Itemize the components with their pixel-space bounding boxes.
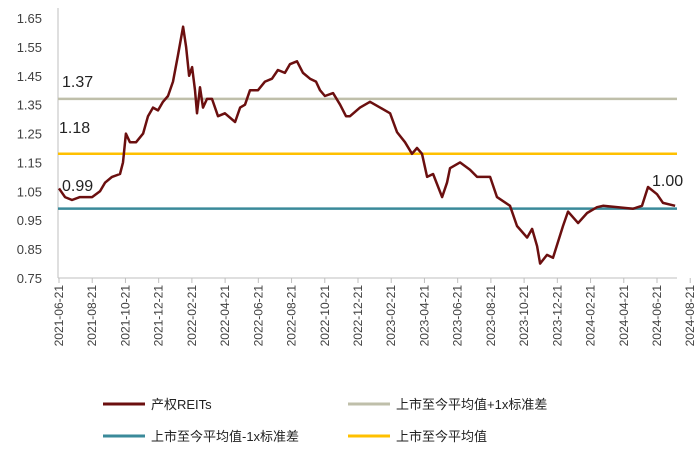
x-tick-label: 2021-12-21 (152, 285, 166, 347)
x-tick-label: 2021-06-21 (52, 285, 66, 347)
x-tick-label: 2024-04-21 (617, 285, 631, 347)
x-tick-label: 2021-08-21 (85, 285, 99, 347)
legend-label: 上市至今平均值+1x标准差 (396, 397, 547, 412)
y-tick-label: 1.45 (17, 69, 42, 84)
x-tick-label: 2024-08-21 (683, 285, 697, 347)
y-tick-label: 0.85 (17, 242, 42, 257)
x-tick-label: 2024-06-21 (650, 285, 664, 347)
x-tick-label: 2021-10-21 (118, 285, 132, 347)
legend-label: 上市至今平均值 (396, 429, 487, 444)
annotation-label: 1.37 (62, 74, 93, 91)
annotation-label: 1.18 (59, 120, 90, 137)
annotation-label: 0.99 (62, 178, 93, 195)
x-tick-label: 2024-02-21 (584, 285, 598, 347)
y-tick-label: 0.95 (17, 213, 42, 228)
x-tick-label: 2022-12-21 (351, 285, 365, 347)
y-tick-label: 1.25 (17, 127, 42, 142)
series-line-reits (57, 25, 676, 265)
y-tick-label: 1.65 (17, 11, 42, 26)
x-tick-label: 2023-10-21 (517, 285, 531, 347)
x-tick-label: 2022-06-21 (251, 285, 265, 347)
x-tick-label: 2022-04-21 (218, 285, 232, 347)
y-tick-label: 1.05 (17, 184, 42, 199)
annotation-label: 1.00 (652, 173, 683, 190)
x-tick-label: 2022-10-21 (318, 285, 332, 347)
x-tick-label: 2023-04-21 (417, 285, 431, 347)
y-tick-label: 1.15 (17, 155, 42, 170)
x-tick-label: 2023-12-21 (550, 285, 564, 347)
x-tick-label: 2023-02-21 (384, 285, 398, 347)
y-tick-label: 0.75 (17, 271, 42, 286)
x-tick-label: 2022-02-21 (185, 285, 199, 347)
x-tick-label: 2023-06-21 (451, 285, 465, 347)
x-tick-label: 2022-08-21 (285, 285, 299, 347)
x-tick-label: 2023-08-21 (484, 285, 498, 347)
y-tick-label: 1.35 (17, 98, 42, 113)
legend-label: 产权REITs (151, 397, 212, 412)
legend-label: 上市至今平均值-1x标准差 (151, 429, 299, 444)
y-tick-label: 1.55 (17, 40, 42, 55)
